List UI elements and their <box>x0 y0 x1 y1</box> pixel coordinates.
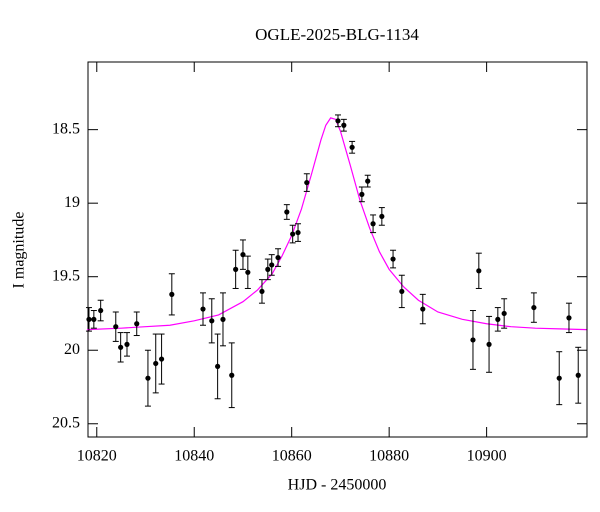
data-point <box>118 344 124 350</box>
data-point <box>420 306 426 312</box>
x-tick-label: 10840 <box>174 448 214 465</box>
chart-title: OGLE-2025-BLG-1134 <box>255 25 419 44</box>
data-point <box>495 316 501 322</box>
data-point <box>269 262 275 268</box>
data-point <box>390 256 396 262</box>
data-point <box>335 118 341 124</box>
data-point <box>220 316 226 322</box>
data-point <box>240 252 246 258</box>
data-point <box>284 209 290 215</box>
data-point <box>379 213 385 220</box>
data-point <box>245 269 251 275</box>
data-point <box>86 316 92 322</box>
data-point <box>370 221 376 227</box>
data-point <box>399 288 405 295</box>
model-curve <box>87 117 587 331</box>
data-point <box>158 356 165 362</box>
data-point <box>134 321 140 327</box>
data-point <box>215 363 221 370</box>
data-point <box>476 268 482 274</box>
y-tick-label: 20 <box>64 341 80 358</box>
data-point <box>145 375 151 381</box>
x-tick-label: 10860 <box>272 448 312 465</box>
data-point <box>113 324 119 330</box>
data-point <box>531 304 537 311</box>
x-tick-label: 10880 <box>369 448 409 465</box>
y-axis-label: I magnitude <box>11 212 28 289</box>
data-point <box>98 307 104 314</box>
data-point <box>501 310 507 317</box>
plot-frame <box>87 61 588 438</box>
data-point <box>486 341 492 347</box>
data-point <box>365 178 371 184</box>
data-point <box>209 318 215 324</box>
data-point <box>265 266 271 272</box>
data-point <box>200 306 206 312</box>
data-point <box>341 122 347 128</box>
data-point <box>304 179 310 186</box>
y-tick-label: 19.5 <box>52 267 80 284</box>
x-tick-label: 10820 <box>77 448 117 465</box>
data-point <box>259 288 265 295</box>
data-point <box>233 266 239 272</box>
data-point <box>566 315 572 321</box>
data-point <box>359 191 365 197</box>
data-point <box>290 231 296 237</box>
data-point <box>124 341 130 347</box>
data-point <box>470 337 476 343</box>
data-point <box>556 375 562 381</box>
data-point <box>575 372 581 378</box>
data-point <box>229 372 235 378</box>
y-tick-label: 20.5 <box>52 414 80 431</box>
data-point <box>169 291 175 297</box>
data-point <box>275 254 281 261</box>
data-point <box>153 360 159 367</box>
y-tick-label: 19 <box>64 194 80 211</box>
x-tick-label: 10900 <box>467 448 507 465</box>
y-tick-label: 18.5 <box>52 120 80 137</box>
x-axis-label: HJD - 2450000 <box>288 477 387 494</box>
data-point <box>91 316 97 322</box>
data-point <box>349 144 355 150</box>
data-point <box>295 229 301 236</box>
